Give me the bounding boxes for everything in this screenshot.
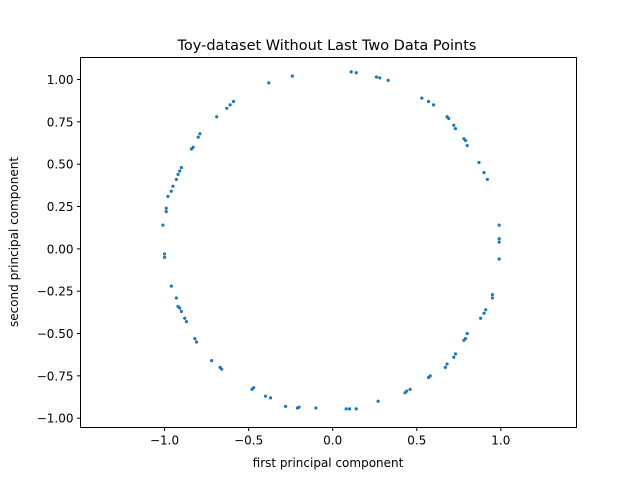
data-point: [225, 106, 229, 110]
data-point: [191, 145, 195, 149]
data-point: [231, 99, 236, 104]
data-point: [164, 206, 168, 210]
data-point: [194, 340, 199, 344]
data-point: [183, 316, 187, 320]
x-tick-label: −0.5: [234, 434, 263, 448]
data-point: [497, 240, 501, 244]
data-point: [465, 143, 469, 148]
data-point: [465, 331, 469, 336]
data-point: [482, 171, 486, 175]
data-point: [447, 116, 451, 121]
data-point: [426, 99, 431, 104]
data-point: [354, 407, 358, 411]
data-point: [295, 406, 299, 410]
y-tick-label: 0.00: [47, 242, 74, 256]
y-tick-label: −0.25: [37, 285, 74, 299]
data-point: [420, 96, 424, 100]
data-point: [376, 399, 380, 403]
data-point: [176, 172, 180, 176]
data-point: [179, 309, 183, 314]
y-tick-label: 0.50: [47, 158, 74, 172]
data-point: [347, 407, 352, 411]
data-point: [484, 308, 488, 312]
data-point: [408, 387, 412, 391]
x-tick-label: 0.0: [323, 434, 342, 448]
data-point: [184, 320, 189, 324]
x-tick-label: 0.5: [407, 434, 426, 448]
data-point: [462, 338, 466, 342]
data-point: [171, 184, 175, 188]
data-point: [174, 296, 178, 300]
data-point: [228, 103, 232, 107]
data-point: [482, 311, 486, 315]
data-point: [403, 391, 407, 395]
data-point: [215, 115, 219, 119]
data-point: [162, 252, 167, 256]
data-point: [479, 316, 483, 320]
data-point: [490, 296, 495, 300]
data-point: [268, 396, 273, 400]
y-axis: 1.00 0.75 0.50 0.25 0.00 −0.25 −0.50 −0.75 −1.00: [37, 73, 81, 426]
data-point: [176, 304, 180, 309]
data-point: [290, 74, 294, 78]
data-point: [426, 375, 431, 380]
data-point: [314, 406, 318, 410]
data-point: [378, 76, 382, 80]
data-point: [166, 194, 170, 198]
data-point: [162, 255, 167, 259]
x-axis: −1.0 −0.5 0.0 0.5 1.0: [150, 427, 510, 448]
data-point: [164, 210, 168, 214]
data-point: [193, 337, 197, 341]
data-point: [443, 365, 447, 369]
points-layer: [161, 70, 501, 411]
y-tick-label: 0.75: [47, 115, 74, 129]
data-point: [263, 394, 268, 398]
data-point: [490, 292, 495, 297]
data-point: [463, 138, 468, 143]
data-point: [445, 362, 449, 366]
y-tick-label: −0.75: [37, 369, 74, 383]
data-point: [431, 103, 436, 107]
data-point: [161, 223, 165, 227]
data-point: [485, 177, 489, 182]
data-point: [374, 75, 379, 79]
data-point: [344, 407, 348, 411]
chart-title: Toy-dataset Without Last Two Data Points: [177, 38, 477, 54]
data-point: [284, 404, 288, 408]
data-point: [497, 237, 501, 241]
data-point: [497, 257, 501, 261]
data-point: [218, 365, 222, 369]
data-point: [169, 189, 173, 193]
data-point: [198, 132, 202, 136]
data-point: [386, 78, 390, 82]
x-tick-label: −1.0: [150, 434, 179, 448]
data-point: [453, 127, 458, 131]
y-tick-label: −0.50: [37, 327, 74, 341]
data-point: [169, 284, 173, 288]
data-point: [452, 123, 456, 127]
y-tick-label: −1.00: [37, 412, 74, 426]
data-point: [196, 135, 200, 139]
data-point: [349, 70, 353, 74]
data-point: [179, 165, 183, 170]
data-point: [477, 160, 481, 165]
y-tick-label: 1.00: [47, 73, 74, 87]
data-point: [174, 177, 178, 182]
y-axis-label: second principal component: [7, 157, 21, 327]
y-tick-label: 0.25: [47, 200, 74, 214]
plot-frame: [80, 57, 577, 428]
data-point: [250, 387, 254, 391]
data-point: [497, 223, 501, 227]
x-tick-label: 1.0: [491, 434, 510, 448]
data-point: [354, 71, 358, 75]
data-point: [452, 355, 456, 359]
x-axis-label: first principal component: [253, 456, 404, 470]
data-point: [178, 169, 182, 173]
data-point: [267, 81, 271, 85]
data-point: [210, 359, 214, 363]
data-point: [453, 352, 458, 356]
